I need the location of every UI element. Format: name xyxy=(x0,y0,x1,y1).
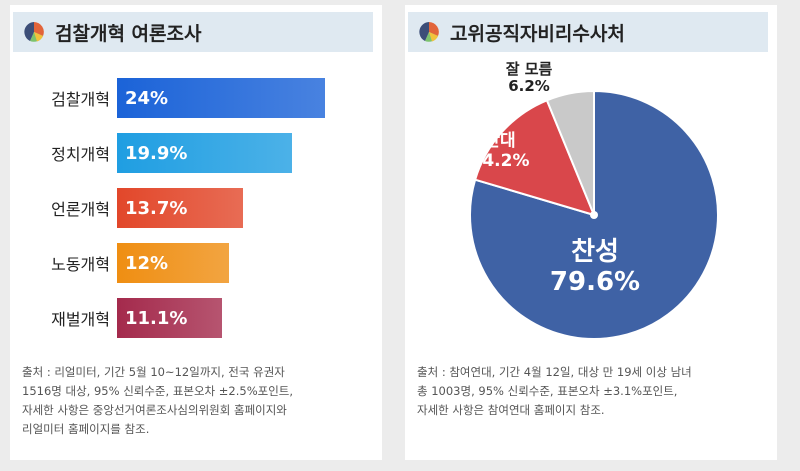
bar: 11.1% xyxy=(117,298,222,338)
source-line: 총 1003명, 95% 신뢰수준, 표본오차 ±3.1%포인트, xyxy=(417,384,678,398)
slice-value: 14.2% xyxy=(470,150,530,171)
pie-slice xyxy=(545,89,595,216)
pie-center-dot xyxy=(590,211,598,219)
bar-category-label: 검찰개혁 xyxy=(51,90,110,109)
bar-row: 검찰개혁 24% xyxy=(10,78,325,118)
pie-chart-icon xyxy=(24,22,44,42)
pie-chart-panel: 고위공직자비리수사처 찬성 79.6% 반대 14.2% 잘 모름 6.2% 출처 : 참… xyxy=(405,5,777,460)
pie-slice-label: 잘 모름 6.2% xyxy=(479,60,579,96)
bar-chart-panel: 검찰개혁 여론조사 검찰개혁 24% 정치개혁 19.9% 언론개혁 13.7% 노동개혁 1… xyxy=(10,5,382,460)
source-line: 리얼미터 홈페이지를 참조. xyxy=(22,422,150,436)
source-line: 자세한 사항은 참여연대 홈페이지 참조. xyxy=(417,403,605,417)
bar-category-label: 언론개혁 xyxy=(51,200,110,219)
bar-category-label: 노동개혁 xyxy=(51,255,110,274)
panel-header: 고위공직자비리수사처 xyxy=(408,12,768,52)
bar-category-label: 재벌개혁 xyxy=(51,310,110,329)
bar: 13.7% xyxy=(117,188,243,228)
source-line: 1516명 대상, 95% 신뢰수준, 표본오차 ±2.5%포인트, xyxy=(22,384,294,398)
bar-row: 노동개혁 12% xyxy=(10,243,229,283)
slice-name: 반대 xyxy=(484,131,516,151)
slice-value: 79.6% xyxy=(549,266,641,297)
slice-name: 잘 모름 xyxy=(505,60,553,78)
slice-value: 6.2% xyxy=(508,77,550,96)
pie-chart xyxy=(469,89,719,340)
source-line: 출처 : 참여연대, 기간 4월 12일, 대상 만 19세 이상 남녀 xyxy=(417,365,692,379)
pie-slice xyxy=(473,98,596,217)
panel-header: 검찰개혁 여론조사 xyxy=(13,12,373,52)
source-line: 자세한 사항은 중앙선거여론조사심의위원회 홈페이지와 xyxy=(22,403,287,417)
bar: 19.9% xyxy=(117,133,293,173)
bar-row: 언론개혁 13.7% xyxy=(10,188,243,228)
source-note: 출처 : 리얼미터, 기간 5월 10~12일까지, 전국 유권자 1516명 대… xyxy=(22,363,372,439)
chart-title: 고위공직자비리수사처 xyxy=(450,22,625,45)
bar-row: 정치개혁 19.9% xyxy=(10,133,293,173)
pie-slice-label: 반대 14.2% xyxy=(450,131,550,171)
pie-slice-label: 찬성 79.6% xyxy=(545,237,645,298)
slice-name: 찬성 xyxy=(571,237,619,267)
bar-category-label: 정치개혁 xyxy=(51,145,110,164)
source-line: 출처 : 리얼미터, 기간 5월 10~12일까지, 전국 유권자 xyxy=(22,365,285,379)
bar: 12% xyxy=(117,243,229,283)
bar: 24% xyxy=(117,78,325,118)
pie-chart-icon xyxy=(419,22,439,42)
chart-title: 검찰개혁 여론조사 xyxy=(55,22,202,45)
bar-row: 재벌개혁 11.1% xyxy=(10,298,222,338)
